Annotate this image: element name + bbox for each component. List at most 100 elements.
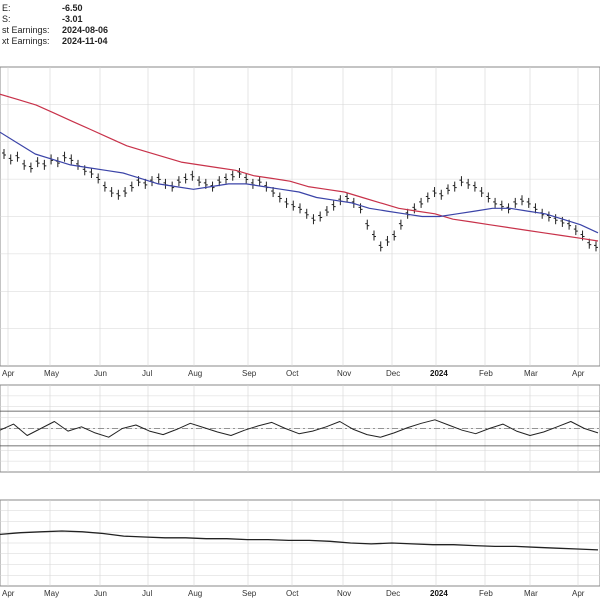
price-bar [324,206,329,217]
price-bar [284,197,289,208]
oscillator-line [0,419,599,438]
stat-value-next-earnings: 2024-11-04 [62,36,108,46]
price-bar [499,200,504,211]
price-bar [116,189,121,200]
price-bar [398,219,403,230]
price-bar [446,184,450,195]
price-bar [96,173,101,184]
price-bar [15,151,20,162]
price-bar [28,162,33,173]
stat-value-last-earnings: 2024-08-06 [62,25,108,35]
price-bar [89,168,94,179]
price-bar [304,208,309,219]
price-bar [526,197,531,208]
stat-label-s: S: [2,14,11,24]
price-month-label: Feb [479,369,493,378]
price-month-label: Dec [386,369,400,378]
price-bar [42,159,47,170]
price-bar [22,159,27,170]
relative-strength-month-label: Mar [524,589,538,598]
price-bar [419,197,424,208]
price-bar [257,176,262,187]
relative-strength-month-label: Jul [142,589,152,598]
relative-strength-panel: Apr May Jun Jul Aug Sep Oct Nov Dec 2024 Feb Mar Apr [0,499,600,598]
price-bar [472,181,477,192]
price-bar [439,189,444,200]
price-bar [493,197,498,208]
price-bar [156,173,161,184]
price-bar [459,176,464,187]
price-bar [365,219,370,230]
relative-strength-month-label: 2024 [430,589,448,598]
relative-strength-line [0,530,599,551]
stat-label-next-earnings: xt Earnings: [2,36,50,46]
relative-strength-month-label: Feb [479,589,493,598]
price-month-label: Oct [286,369,299,378]
price-bar [217,176,222,187]
price-bar [425,192,430,203]
relative-strength-month-label: Jun [94,589,107,598]
price-month-label: 2024 [430,369,448,378]
price-bar [224,173,228,184]
price-month-label: Apr [2,369,15,378]
relative-strength-month-label: Apr [2,589,15,598]
relative-strength-month-label: Dec [386,589,400,598]
price-bar [466,178,471,189]
stat-value-e: -6.50 [62,3,83,13]
price-bar [331,200,336,211]
price-bar [8,154,13,165]
price-bar [129,181,134,192]
price-bar [197,176,202,187]
price-bar [345,192,350,203]
price-bar [291,200,296,211]
relative-strength-month-label: Apr [572,589,585,598]
relative-strength-month-label: Oct [286,589,299,598]
relative-strength-month-label: Aug [188,589,202,598]
oscillator-panel [0,384,600,473]
price-month-label: Nov [337,369,351,378]
stats-block: E: -6.50 S: -3.01 st Earnings: 2024-08-0… [2,3,108,46]
price-bar [311,214,316,225]
price-month-label: Sep [242,369,257,378]
stat-label-e: E: [2,3,11,13]
relative-strength-month-label: Sep [242,589,257,598]
price-panel: Apr May Jun Jul Aug Sep Oct Nov Dec 2024 Feb Mar Apr [0,66,600,378]
price-bar [298,203,302,214]
price-bar [244,173,249,184]
price-month-label: May [44,369,59,378]
price-month-label: Mar [524,369,538,378]
price-bar [372,230,376,241]
price-bar [573,225,578,236]
price-bar [271,187,276,198]
price-bar [378,241,383,252]
price-bar [35,157,40,168]
price-bar [553,214,558,225]
price-bar [277,192,282,203]
price-bar [546,211,551,222]
price-bar [143,178,148,189]
price-bar [318,211,323,222]
price-bar [452,181,457,192]
relative-strength-month-label: May [44,589,59,598]
price-bar [392,230,397,241]
price-bar [176,176,181,187]
price-bar [479,187,484,198]
price-month-label: Jun [94,369,107,378]
price-bar [230,170,235,181]
stat-value-s: -3.01 [62,14,83,24]
price-bar [2,148,6,159]
price-bar [587,238,592,249]
price-bar [102,181,107,192]
ma-short-line [0,131,599,234]
price-month-label: Jul [142,369,152,378]
price-bar [385,235,390,246]
price-bar [533,203,538,214]
price-bar [69,154,74,165]
price-month-label: Aug [188,369,202,378]
price-bar [594,241,598,252]
price-bar [109,187,114,198]
price-bar [237,168,242,179]
price-bar [520,195,524,206]
price-bar [190,170,195,181]
